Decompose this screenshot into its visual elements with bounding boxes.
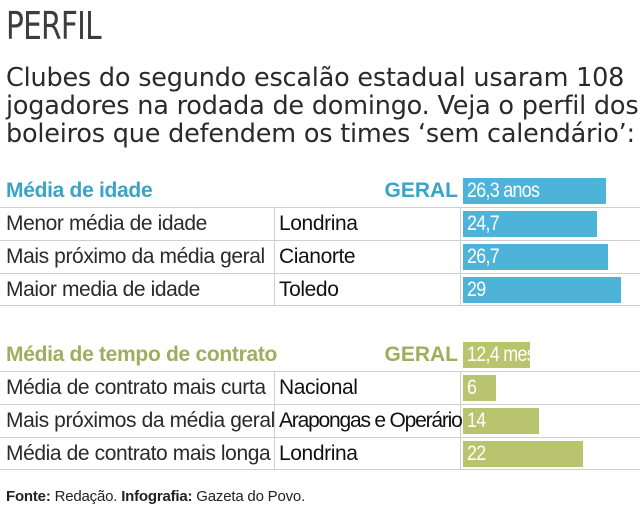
age-bar-min: 24,7 [463,211,597,237]
row-team: Londrina [279,442,358,465]
age-bar-max: 29 [463,277,621,303]
source-value: Redação. [54,488,118,505]
row-team: Arapongas e Operário [279,409,463,432]
row-label: Mais próximos da média geral [6,409,275,432]
intro-line: boleiros que defendem os times ‘sem cale… [6,119,635,149]
intro-text: Clubes do segundo escalão estadual usara… [6,64,640,148]
contract-geral-bar: 12,4 meses [463,342,553,368]
row-team: Nacional [279,376,358,399]
bar-value: 6 [467,376,477,399]
page-title: PERFIL [6,4,102,48]
bar-value: 29 [467,278,486,301]
age-bar-closest: 26,7 [463,244,608,270]
bar-value: 14 [467,409,486,432]
infographic-label: Infografia: [121,488,193,505]
row-team: Toledo [279,278,339,301]
contract-bar-closest: 14 [463,408,539,434]
contract-geral-value: 12,4 meses [467,343,553,366]
intro-line: Clubes do segundo escalão estadual usara… [6,63,625,93]
table-row: Maior media de idade Toledo 29 [0,273,640,306]
bar-value: 26,7 [467,245,500,268]
age-geral-value: 26,3 anos [467,179,540,202]
row-team: Londrina [279,212,358,235]
age-header: Média de idade GERAL 26,3 anos [0,177,640,207]
table-row: Menor média de idade Londrina 24,7 [0,207,640,240]
table-row: Mais próximos da média geral Arapongas e… [0,404,640,437]
infographic-value: Gazeta do Povo. [196,488,306,505]
bar-value: 24,7 [467,212,500,235]
intro-line: jogadores na rodada de domingo. Veja o p… [6,91,639,121]
row-team: Cianorte [279,245,356,268]
contract-geral-label: GERAL [384,343,459,366]
contract-bar-longest: 22 [463,441,583,467]
source-credit: Fonte: Redação. Infografia: Gazeta do Po… [6,488,305,505]
table-row: Média de contrato mais longa Londrina 22 [0,437,640,470]
row-label: Média de contrato mais longa [6,442,271,465]
row-label: Menor média de idade [6,212,207,235]
age-section: Média de idade GERAL 26,3 anos Menor méd… [0,177,640,306]
row-label: Maior media de idade [6,278,200,301]
contract-bar-shortest: 6 [463,375,496,401]
row-label: Mais próximo da média geral [6,245,265,268]
row-label: Média de contrato mais curta [6,376,266,399]
contract-section: Média de tempo de contrato GERAL 12,4 me… [0,341,640,470]
contract-header: Média de tempo de contrato GERAL 12,4 me… [0,341,640,371]
source-label: Fonte: [6,488,51,505]
table-row: Mais próximo da média geral Cianorte 26,… [0,240,640,273]
table-row: Média de contrato mais curta Nacional 6 [0,371,640,404]
age-geral-bar: 26,3 anos [463,178,606,204]
age-title: Média de idade [6,179,153,202]
contract-title: Média de tempo de contrato [6,343,278,366]
age-geral-label: GERAL [384,179,459,202]
bar-value: 22 [467,442,486,465]
